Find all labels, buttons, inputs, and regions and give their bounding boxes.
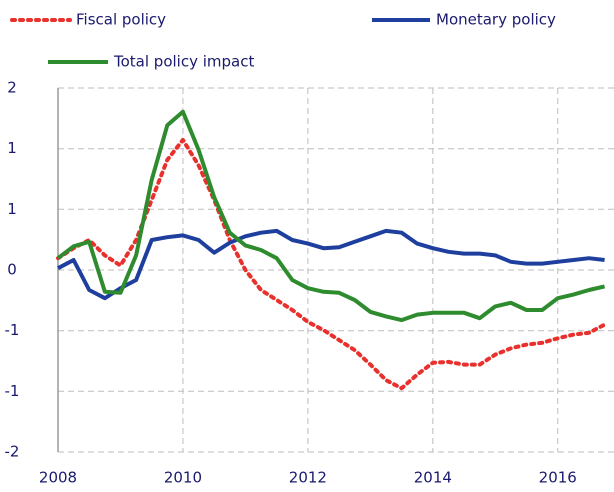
x-tick-label: 2012 xyxy=(289,469,327,487)
series-line xyxy=(57,228,605,301)
x-tick-label: 2014 xyxy=(414,469,452,487)
x-tick-label: 2008 xyxy=(39,469,77,487)
y-tick-label: -2 xyxy=(5,443,20,461)
legend-label: Fiscal policy xyxy=(76,11,166,29)
legend-label: Total policy impact xyxy=(113,53,254,71)
series-line xyxy=(56,109,606,323)
y-tick-label: 1 xyxy=(7,200,17,218)
y-tick-label: -1 xyxy=(5,382,20,400)
x-tick-label: 2010 xyxy=(164,469,202,487)
series-line xyxy=(56,137,607,391)
legend-label: Monetary policy xyxy=(436,11,556,29)
y-tick-label: 2 xyxy=(7,79,17,97)
y-tick-label: 0 xyxy=(7,261,17,279)
y-tick-label: -1 xyxy=(5,321,20,339)
x-tick-label: 2016 xyxy=(539,469,577,487)
y-tick-label: 1 xyxy=(7,139,17,157)
